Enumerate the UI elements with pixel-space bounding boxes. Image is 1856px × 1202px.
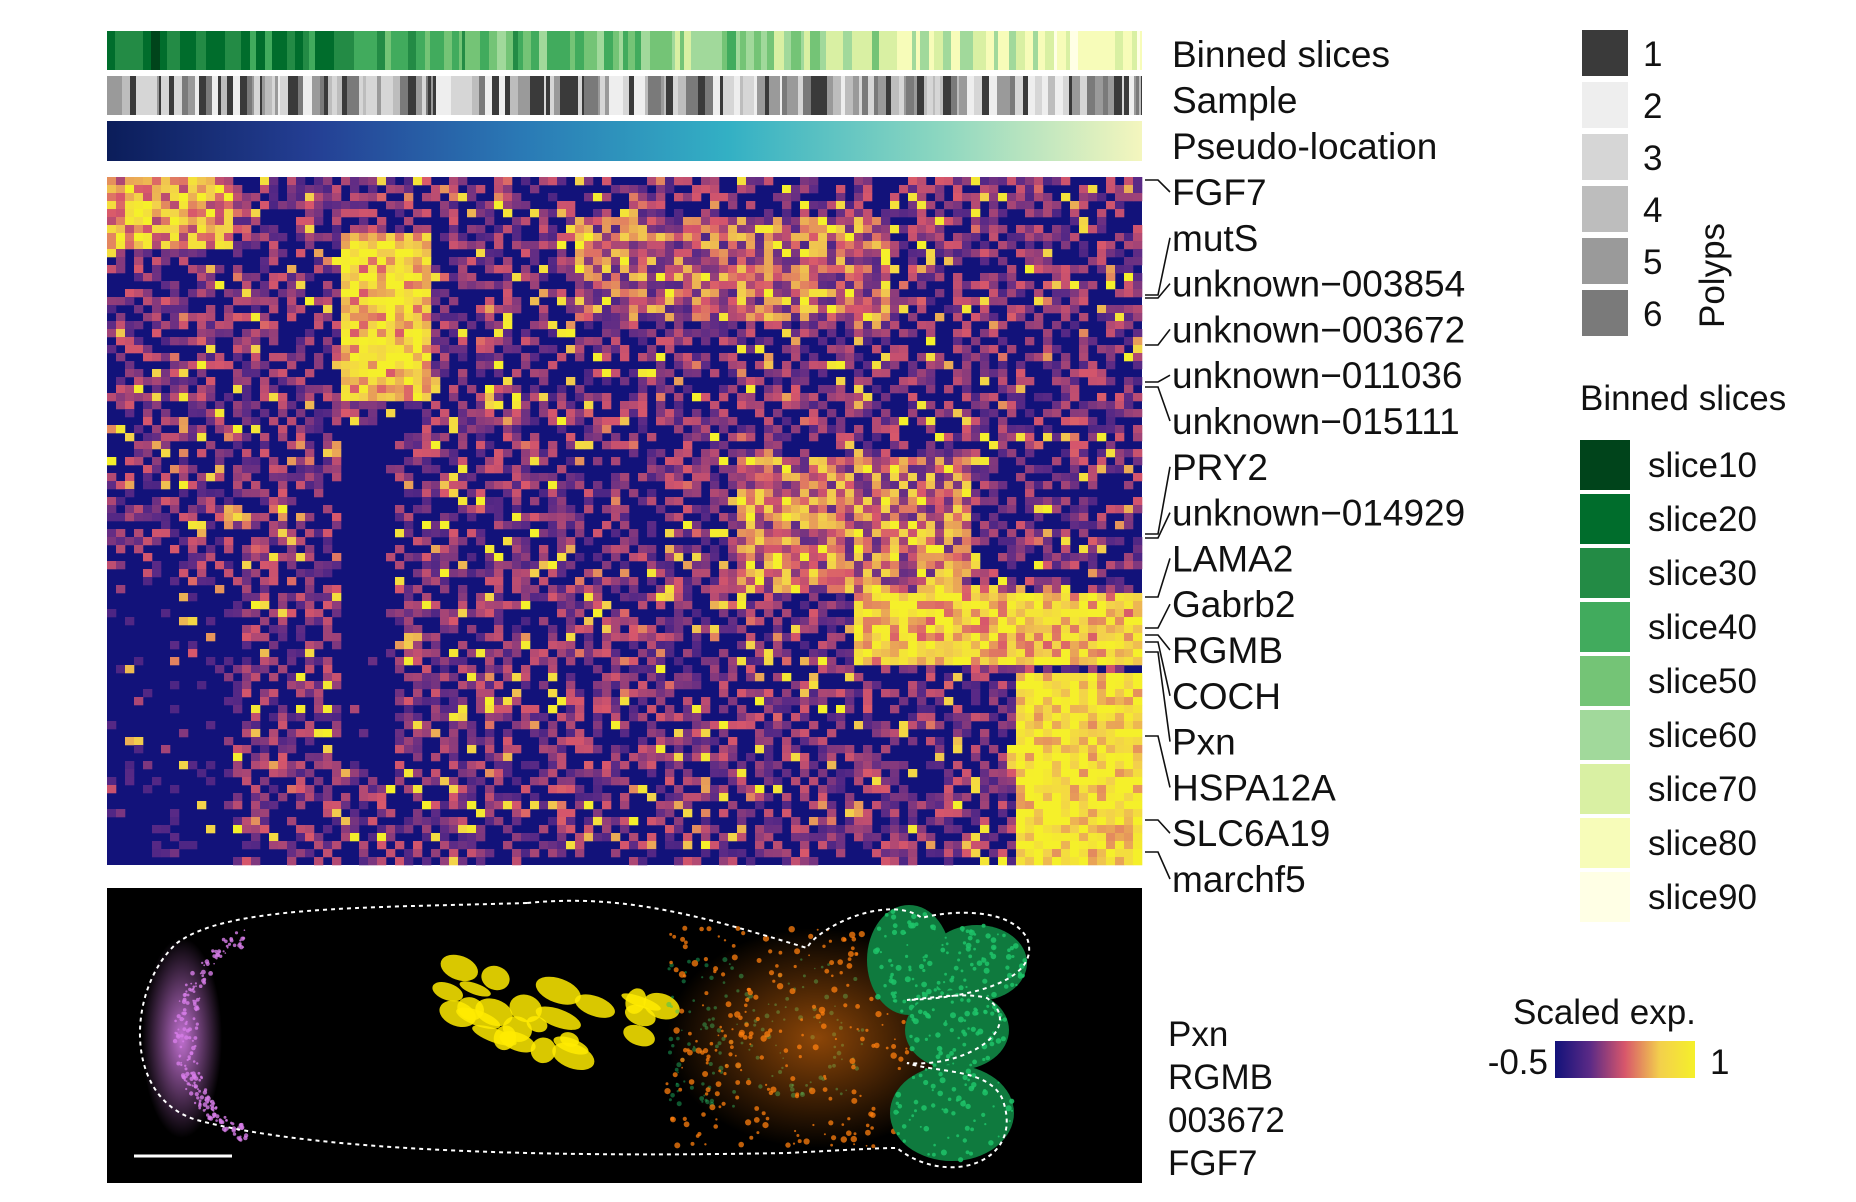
gene-label: COCH xyxy=(1172,676,1281,717)
slices-legend: slice10 slice20 slice30 slice40 slice50 slice… xyxy=(1580,440,1757,922)
gene-label-connector xyxy=(1145,603,1171,629)
gene-label-connector xyxy=(1145,237,1171,296)
slices-legend-title: Binned slices xyxy=(1580,379,1786,418)
colorbar-min-label: -0.5 xyxy=(1488,1043,1548,1082)
slices-legend-swatch xyxy=(1580,872,1630,922)
slices-legend-swatch xyxy=(1580,548,1630,598)
gene-label-connector xyxy=(1145,819,1171,834)
gene-label-connector xyxy=(1145,641,1171,696)
gene-label: PRY2 xyxy=(1172,447,1268,488)
slices-legend-label: slice70 xyxy=(1648,770,1757,809)
polyps-legend-label: 1 xyxy=(1643,35,1662,74)
annotation-tracks xyxy=(107,31,1142,161)
tentacle-blob xyxy=(867,905,951,1015)
gene-label: Gabrb2 xyxy=(1172,584,1295,625)
gene-label: LAMA2 xyxy=(1172,538,1293,579)
gene-label-connector xyxy=(1145,328,1171,346)
gene-label-connector xyxy=(1145,386,1171,422)
slices-legend-swatch xyxy=(1580,494,1630,544)
gene-label: HSPA12A xyxy=(1172,767,1336,808)
tentacle-blob xyxy=(905,990,1009,1070)
polyps-legend-swatch xyxy=(1582,238,1628,284)
gene-label: marchf5 xyxy=(1172,859,1306,900)
binned-slices-track xyxy=(107,31,1142,70)
gene-label-connector xyxy=(1145,558,1171,598)
gene-label-connectors xyxy=(1145,179,1171,880)
gene-label: unknown−015111 xyxy=(1172,401,1460,442)
gene-label-connector xyxy=(1145,735,1171,788)
gene-label: Pxn xyxy=(1172,722,1236,763)
slices-legend-swatch xyxy=(1580,656,1630,706)
slices-legend-swatch xyxy=(1580,602,1630,652)
colorbar-gradient xyxy=(1555,1041,1695,1078)
slices-legend-label: slice40 xyxy=(1648,608,1757,647)
slices-legend-label: slice80 xyxy=(1648,824,1757,863)
polyps-legend-swatch xyxy=(1582,290,1628,336)
track-label-sample: Sample xyxy=(1172,80,1297,121)
slices-legend-swatch xyxy=(1580,710,1630,760)
track-label-binned-slices: Binned slices xyxy=(1172,34,1390,75)
polyps-legend-label: 3 xyxy=(1643,139,1662,178)
gene-label: RGMB xyxy=(1172,630,1283,671)
polyps-legend-label: 4 xyxy=(1643,191,1662,230)
polyps-legend-swatch xyxy=(1582,30,1628,76)
sample-track xyxy=(107,76,1142,115)
slices-legend-swatch xyxy=(1580,818,1630,868)
gene-label-connector xyxy=(1145,851,1171,880)
polyps-legend-label: 6 xyxy=(1643,295,1662,334)
track-label-pseudo-location: Pseudo-location xyxy=(1172,126,1437,167)
gene-label: mutS xyxy=(1172,218,1258,259)
slices-legend-label: slice20 xyxy=(1648,500,1757,539)
image-legend-label: 003672 xyxy=(1168,1101,1285,1140)
expression-heatmap xyxy=(107,177,1143,866)
slices-legend-label: slice90 xyxy=(1648,878,1757,917)
gene-label-connector xyxy=(1145,374,1171,383)
colorbar-max-label: 1 xyxy=(1710,1043,1729,1082)
gene-label-connector xyxy=(1145,283,1171,299)
image-legend-label: Pxn xyxy=(1168,1015,1228,1054)
image-legend-label: RGMB xyxy=(1168,1058,1273,1097)
polyps-legend-swatch xyxy=(1582,186,1628,232)
image-legend-label: FGF7 xyxy=(1168,1144,1257,1183)
gene-label: unknown−003672 xyxy=(1172,309,1465,350)
slices-legend-swatch xyxy=(1580,440,1630,490)
microscopy-image xyxy=(107,888,1142,1183)
polyps-legend-label: 2 xyxy=(1643,87,1662,126)
gene-label: SLC6A19 xyxy=(1172,813,1330,854)
slices-legend-swatch xyxy=(1580,764,1630,814)
polyps-legend: 1 2 3 4 5 6 xyxy=(1582,30,1662,336)
gene-label: unknown−014929 xyxy=(1172,493,1465,534)
gene-label-connector xyxy=(1145,634,1171,651)
gene-label-connector xyxy=(1145,651,1171,742)
slices-legend-label: slice10 xyxy=(1648,446,1757,485)
gene-label-connector xyxy=(1145,466,1171,535)
pseudo-location-track xyxy=(107,121,1142,161)
polyps-legend-swatch xyxy=(1582,134,1628,180)
colorbar-title: Scaled exp. xyxy=(1513,993,1696,1032)
slices-legend-label: slice30 xyxy=(1648,554,1757,593)
slices-legend-label: slice60 xyxy=(1648,716,1757,755)
polyps-legend-swatch xyxy=(1582,82,1628,128)
gene-label-connector xyxy=(1145,512,1171,539)
image-channel-legend: Pxn RGMB 003672 FGF7 xyxy=(1168,1015,1285,1183)
gene-label: unknown−003854 xyxy=(1172,264,1465,305)
gene-label: FGF7 xyxy=(1172,172,1267,213)
gene-label-connector xyxy=(1145,179,1171,193)
slices-legend-label: slice50 xyxy=(1648,662,1757,701)
polyps-legend-title: Polyps xyxy=(1693,223,1732,328)
polyps-legend-label: 5 xyxy=(1643,243,1662,282)
gene-label: unknown−011036 xyxy=(1172,355,1462,396)
